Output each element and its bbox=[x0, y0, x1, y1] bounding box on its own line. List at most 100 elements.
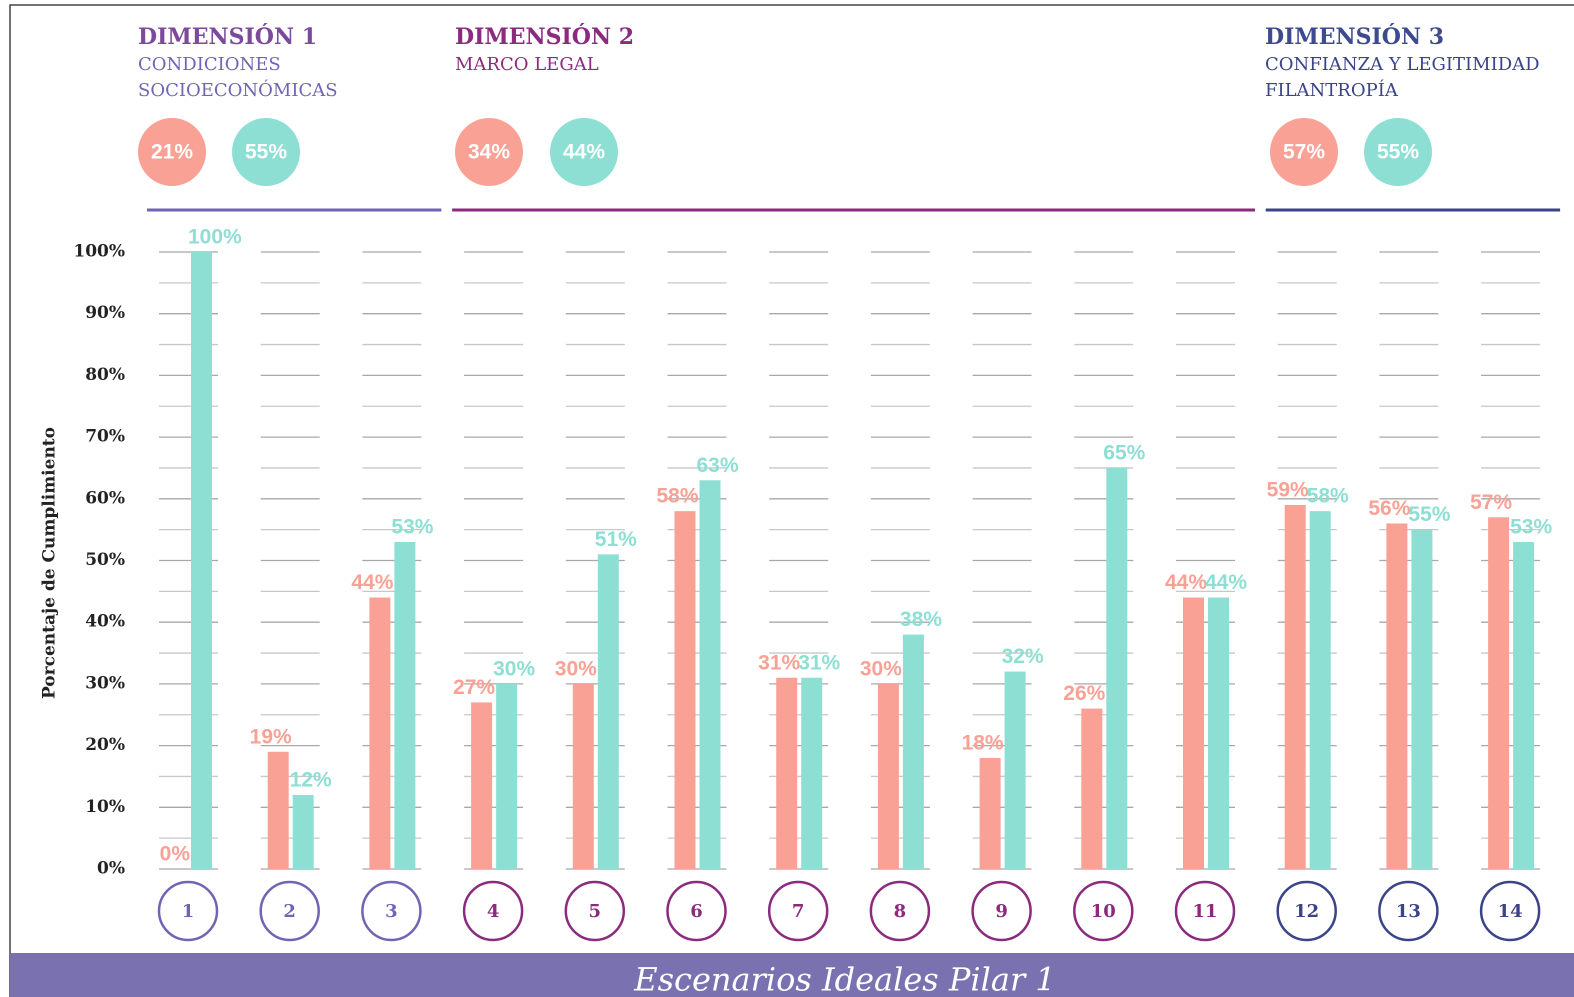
y-tick-label: 90% bbox=[85, 303, 125, 323]
value-label: 44% bbox=[351, 571, 393, 594]
bar bbox=[1004, 671, 1026, 869]
x-tick-label: 3 bbox=[385, 901, 398, 922]
bar bbox=[597, 554, 619, 869]
bar bbox=[1208, 597, 1229, 869]
dimension-score-label: 34% bbox=[468, 141, 510, 164]
x-tick-label: 1 bbox=[182, 901, 195, 922]
value-label: 65% bbox=[1103, 441, 1145, 464]
y-tick-label: 70% bbox=[85, 427, 125, 447]
dimension-score bbox=[1270, 118, 1338, 186]
x-tick-label: 5 bbox=[589, 901, 602, 922]
value-label: 32% bbox=[1002, 645, 1044, 668]
category-badge bbox=[666, 880, 727, 942]
value-label: 0% bbox=[160, 843, 191, 866]
dimension-score bbox=[1364, 118, 1432, 186]
x-tick-label: 8 bbox=[894, 901, 907, 922]
value-label: 63% bbox=[697, 454, 739, 477]
category-badge bbox=[971, 880, 1032, 942]
bar bbox=[674, 511, 696, 869]
value-label: 18% bbox=[962, 731, 1004, 754]
y-tick-label: 0% bbox=[97, 859, 125, 879]
bar bbox=[267, 751, 289, 869]
value-label: 55% bbox=[1408, 503, 1450, 526]
value-label: 12% bbox=[290, 769, 332, 792]
value-label: 44% bbox=[1165, 571, 1207, 594]
category-badge bbox=[1174, 880, 1236, 942]
bar bbox=[1488, 517, 1510, 869]
y-axis-label: Porcentaje de Cumplimiento bbox=[40, 427, 60, 699]
bar bbox=[1284, 504, 1306, 869]
x-tick-label: 9 bbox=[995, 901, 1008, 922]
value-label: 31% bbox=[798, 651, 840, 674]
y-tick-label: 40% bbox=[85, 612, 125, 632]
value-label: 53% bbox=[1510, 516, 1552, 539]
category-badge bbox=[259, 880, 320, 942]
value-label: 19% bbox=[250, 725, 292, 748]
x-tick-label: 6 bbox=[690, 901, 703, 922]
dimension-title: DIMENSIÓN 1 bbox=[138, 23, 317, 50]
bar bbox=[572, 683, 594, 869]
y-tick-label: 100% bbox=[73, 242, 125, 262]
bar bbox=[877, 683, 899, 869]
x-tick-label: 13 bbox=[1396, 901, 1421, 922]
dimension-title: DIMENSIÓN 2 bbox=[455, 23, 634, 50]
bar bbox=[191, 252, 212, 869]
bar bbox=[1513, 541, 1535, 869]
y-tick-label: 10% bbox=[85, 797, 125, 817]
category-badge bbox=[767, 880, 829, 942]
dimension-subtitle: FILANTROPÍA bbox=[1265, 78, 1399, 101]
y-tick-label: 30% bbox=[85, 673, 125, 693]
dimension-title: DIMENSIÓN 3 bbox=[1265, 23, 1444, 50]
category-badge bbox=[869, 880, 931, 942]
x-tick-label: 10 bbox=[1091, 901, 1116, 922]
category-badge bbox=[157, 880, 219, 942]
y-tick-label: 80% bbox=[85, 365, 125, 385]
bar bbox=[1081, 708, 1103, 869]
dimension-score-label: 57% bbox=[1283, 141, 1325, 164]
bar bbox=[699, 480, 721, 869]
y-tick-label: 60% bbox=[85, 488, 125, 508]
dimension-score bbox=[550, 118, 618, 186]
y-tick-label: 50% bbox=[85, 550, 125, 570]
bar bbox=[801, 677, 823, 869]
dimension-score-label: 21% bbox=[151, 141, 193, 164]
x-tick-label: 7 bbox=[792, 901, 805, 922]
value-label: 44% bbox=[1205, 571, 1247, 594]
value-label: 51% bbox=[595, 528, 637, 551]
category-badge bbox=[361, 880, 422, 942]
value-label: 53% bbox=[391, 516, 433, 539]
bar bbox=[369, 597, 391, 869]
value-label: 58% bbox=[1307, 485, 1349, 508]
bar bbox=[1183, 597, 1204, 869]
value-label: 30% bbox=[860, 657, 902, 680]
x-tick-label: 12 bbox=[1294, 901, 1319, 922]
footer-title: Escenarios Ideales Pilar 1 bbox=[633, 961, 1056, 997]
footer-band bbox=[10, 953, 1574, 997]
category-badge bbox=[1276, 880, 1337, 942]
dimension-score-label: 55% bbox=[245, 141, 287, 164]
value-label: 57% bbox=[1470, 491, 1512, 514]
category-badge bbox=[564, 880, 626, 942]
x-tick-label: 11 bbox=[1192, 901, 1217, 922]
value-label: 59% bbox=[1267, 479, 1309, 502]
value-label: 30% bbox=[555, 657, 597, 680]
bar bbox=[1309, 511, 1331, 869]
dimension-subtitle: CONFIANZA Y LEGITIMIDAD bbox=[1265, 54, 1540, 75]
x-tick-label: 2 bbox=[283, 901, 296, 922]
category-badge bbox=[1479, 880, 1541, 942]
bar bbox=[471, 702, 493, 869]
value-label: 30% bbox=[493, 657, 535, 680]
category-badge bbox=[1378, 880, 1439, 942]
bar bbox=[496, 683, 518, 869]
bar bbox=[776, 677, 798, 869]
dimension-score bbox=[232, 118, 300, 186]
bar bbox=[1386, 523, 1408, 869]
y-tick-label: 20% bbox=[85, 735, 125, 755]
bar bbox=[902, 634, 924, 869]
value-label: 38% bbox=[900, 608, 942, 631]
bar bbox=[979, 757, 1001, 869]
bar bbox=[292, 794, 314, 869]
dimension-score bbox=[455, 118, 523, 186]
x-tick-label: 4 bbox=[487, 901, 500, 922]
category-badge bbox=[462, 880, 524, 942]
